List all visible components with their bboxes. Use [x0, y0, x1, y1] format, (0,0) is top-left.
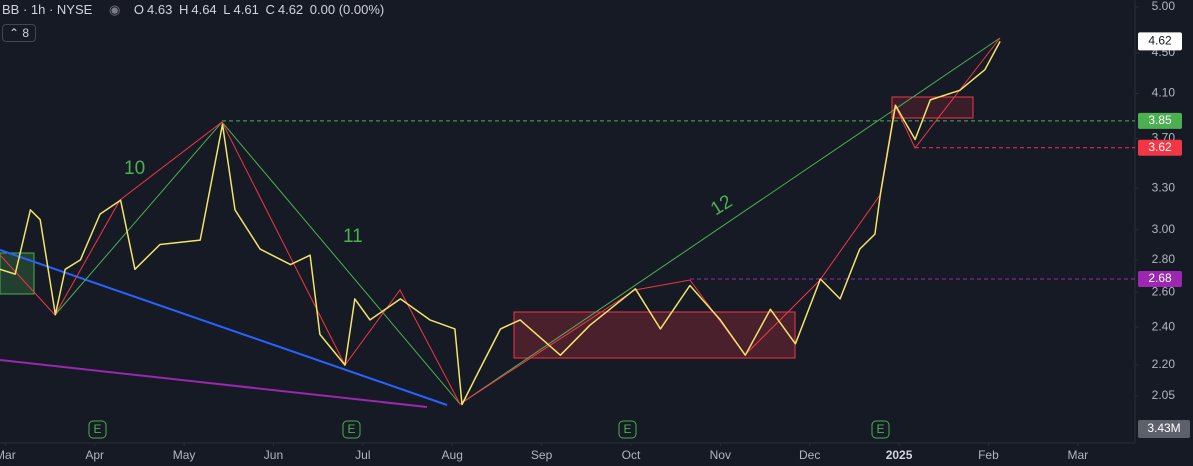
level-badge: [1138, 139, 1182, 156]
level-badge: [1138, 270, 1182, 287]
last-price-label: 4.62: [1148, 34, 1172, 48]
box: [891, 96, 974, 119]
earnings-text: E: [876, 422, 884, 436]
annotation: 11: [343, 226, 363, 247]
x-tick-label: Oct: [622, 448, 641, 462]
y-tick-label: 3.00: [1152, 222, 1176, 236]
zigzag: [0, 37, 1001, 405]
header: BB · 1h · NYSE ◉ O 4.63 H 4.64 L 4.61 C 4.62…: [2, 2, 387, 18]
indicator-count: 8: [22, 26, 30, 40]
earnings-icon: [342, 420, 361, 439]
earnings-icon: [88, 420, 107, 439]
y-tick-label: 2.05: [1152, 388, 1176, 402]
x-tick-label: Nov: [710, 448, 731, 462]
x-tick-label: Feb: [978, 448, 999, 462]
earnings-icon: [871, 420, 890, 439]
price-axis: [1135, 0, 1193, 466]
symbol[interactable]: BB · 1h · NYSE: [2, 2, 93, 17]
earnings-icon: [618, 420, 637, 439]
indicator-toggle[interactable]: ⌃ 8: [2, 24, 37, 42]
x-tick-label: Mar: [0, 448, 16, 462]
ohlc-value: 4.63: [147, 2, 173, 17]
earnings-text: E: [623, 422, 631, 436]
trendline: [0, 249, 448, 406]
earnings-text: E: [347, 422, 355, 436]
y-tick-label: 2.20: [1152, 357, 1176, 371]
x-tick-label: Apr: [85, 448, 104, 462]
ohlc-key: L: [223, 2, 231, 17]
x-tick-label: Jul: [355, 448, 370, 462]
zigzag: [54, 37, 1001, 405]
ohlc-key: H: [178, 2, 189, 17]
y-tick-label: 2.40: [1152, 319, 1176, 333]
y-tick-label: 5.00: [1152, 0, 1176, 13]
price-line: [0, 41, 1001, 406]
y-tick-label: 2.60: [1152, 284, 1176, 298]
x-tick-label: Aug: [442, 448, 463, 462]
x-tick-label: Dec: [799, 448, 820, 462]
x-tick-label: Mar: [1067, 448, 1088, 462]
earnings-markers: E E E E: [88, 420, 890, 439]
level-badge: [1138, 112, 1182, 129]
x-tick-label: May: [173, 448, 196, 462]
x-tick-label: Jun: [264, 448, 283, 462]
eye-icon[interactable]: ◉: [108, 2, 121, 17]
level-label: 3.85: [1148, 113, 1172, 127]
ohlc-key: O: [133, 2, 145, 17]
ohlc-key: C: [265, 2, 275, 17]
trendline: [0, 359, 428, 408]
level-label: 3.62: [1148, 140, 1172, 154]
x-tick-label: Sep: [531, 448, 553, 462]
volume-badge: [1138, 420, 1190, 438]
last-price-badge: [1138, 32, 1182, 51]
volume-label: 3.43M: [1147, 421, 1180, 435]
annotation: 12: [707, 191, 736, 220]
earnings-text: E: [93, 422, 101, 436]
y-tick-label: 4.10: [1152, 86, 1176, 100]
change: 0.00 (0.00%): [309, 2, 385, 17]
ohlc-value: 4.64: [191, 2, 217, 17]
ohlc-value: 4.62: [277, 2, 304, 17]
y-tick-label: 2.80: [1152, 252, 1176, 266]
y-tick-label: 3.30: [1152, 180, 1176, 194]
x-tick-label: 2025: [886, 448, 913, 462]
annotation: 10: [124, 158, 145, 179]
level-label: 2.68: [1148, 271, 1172, 285]
ohlc-value: 4.61: [233, 2, 259, 17]
